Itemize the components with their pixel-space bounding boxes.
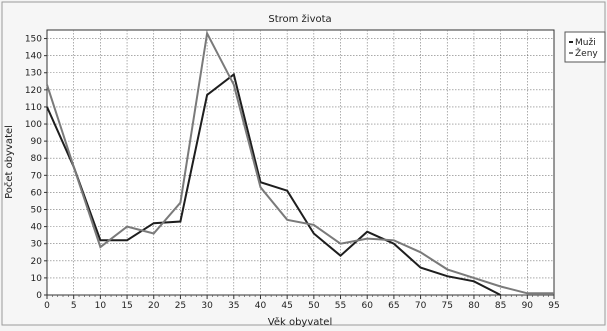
x-tick-label: 45 (281, 301, 292, 311)
y-tick-label: 50 (31, 206, 43, 216)
x-tick-label: 20 (148, 301, 160, 311)
y-tick-label: 10 (31, 274, 43, 284)
plot-area (46, 29, 555, 296)
y-tick-label: 90 (31, 137, 43, 147)
x-tick-label: 15 (121, 301, 132, 311)
x-tick-label: 70 (415, 301, 427, 311)
x-tick-label: 55 (335, 301, 346, 311)
x-tick-label: 95 (548, 301, 559, 311)
y-tick-label: 20 (31, 257, 43, 267)
grid (47, 30, 554, 295)
chart-title: Strom života (268, 13, 331, 25)
x-axis-label: Věk obyvatel (268, 316, 332, 327)
axes: 0 10 20 30 40 50 60 70 80 90 100 110 120 130 140 150 0 5 1… (25, 35, 560, 311)
y-tick-label: 80 (31, 154, 43, 164)
x-tick-label: 60 (361, 301, 373, 311)
x-tick-label: 30 (201, 301, 213, 311)
x-tick-label: 5 (71, 301, 77, 311)
y-tick-label: 110 (25, 103, 42, 113)
x-tick-label: 65 (388, 301, 399, 311)
series-layer (46, 30, 554, 296)
y-tick-label: 70 (31, 171, 43, 181)
x-tick-label: 85 (495, 301, 506, 311)
x-tick-label: 40 (255, 301, 267, 311)
series-line-0 (46, 72, 502, 296)
x-tick-label: 90 (522, 301, 534, 311)
legend-box (564, 31, 606, 63)
y-tick-label: 30 (31, 240, 43, 250)
y-tick-label: 120 (25, 86, 42, 96)
y-tick-label: 140 (25, 52, 42, 62)
y-axis-label: Počet obyvatel (3, 125, 15, 199)
legend-label-zeny: Ženy (575, 47, 598, 59)
y-tick-label: 60 (31, 188, 43, 198)
y-tick-label: 100 (25, 120, 42, 130)
x-tick-label: 75 (442, 301, 453, 311)
legend-label-muzi: Muži (575, 38, 596, 48)
x-tick-label: 25 (175, 301, 186, 311)
x-tick-label: 0 (44, 301, 50, 311)
series-line-1 (46, 30, 554, 295)
x-tick-label: 50 (308, 301, 320, 311)
y-tick-label: 130 (25, 69, 42, 79)
y-tick-label: 150 (25, 35, 42, 45)
y-tick-label: 40 (31, 223, 43, 233)
legend: Muži Ženy (564, 31, 606, 63)
x-tick-label: 35 (228, 301, 239, 311)
y-tick-label: 0 (36, 291, 42, 301)
x-tick-label: 10 (95, 301, 107, 311)
x-tick-label: 80 (468, 301, 480, 311)
